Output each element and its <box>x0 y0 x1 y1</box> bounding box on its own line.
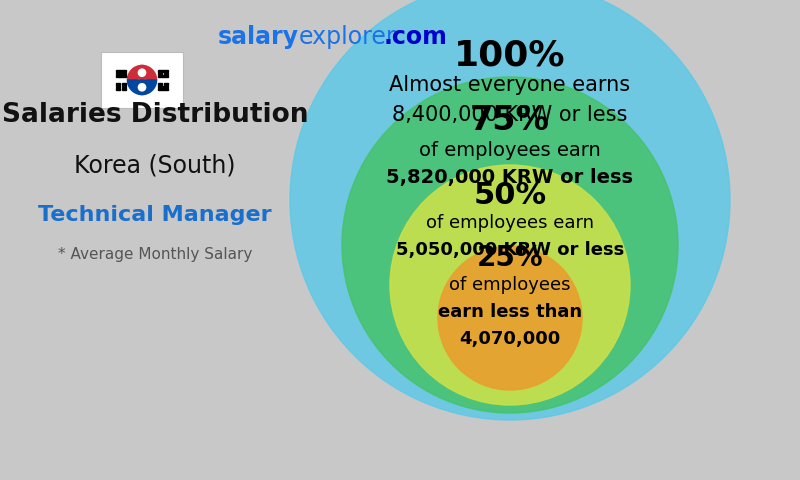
Text: .com: .com <box>384 25 448 49</box>
Text: Salaries Distribution: Salaries Distribution <box>2 102 308 128</box>
Text: salary: salary <box>218 25 299 49</box>
Bar <box>116 85 120 87</box>
Bar <box>164 72 168 74</box>
Circle shape <box>342 77 678 413</box>
Text: Almost everyone earns: Almost everyone earns <box>390 75 630 95</box>
Polygon shape <box>127 65 157 80</box>
Bar <box>122 85 126 87</box>
Text: 4,070,000: 4,070,000 <box>459 330 561 348</box>
Circle shape <box>134 80 150 95</box>
Polygon shape <box>127 80 157 95</box>
Text: 5,050,000 KRW or less: 5,050,000 KRW or less <box>396 241 624 259</box>
Bar <box>116 70 126 72</box>
Bar <box>116 83 120 84</box>
Bar <box>158 70 168 72</box>
Bar <box>164 83 168 84</box>
Text: 5,820,000 KRW or less: 5,820,000 KRW or less <box>386 168 634 188</box>
Bar <box>158 85 168 87</box>
Text: explorer: explorer <box>299 25 397 49</box>
Text: earn less than: earn less than <box>438 303 582 321</box>
Text: 100%: 100% <box>454 38 566 72</box>
Circle shape <box>438 246 582 390</box>
Circle shape <box>138 69 146 76</box>
Circle shape <box>390 165 630 405</box>
Bar <box>158 75 168 77</box>
Circle shape <box>134 65 150 80</box>
Text: Korea (South): Korea (South) <box>74 153 236 177</box>
Text: 50%: 50% <box>474 180 546 209</box>
Bar <box>122 83 126 84</box>
Text: Technical Manager: Technical Manager <box>38 205 272 225</box>
Text: of employees: of employees <box>450 276 570 294</box>
Text: * Average Monthly Salary: * Average Monthly Salary <box>58 248 252 263</box>
FancyBboxPatch shape <box>101 52 183 108</box>
Bar <box>158 88 168 90</box>
Bar <box>158 83 162 84</box>
Bar <box>116 88 120 90</box>
Text: 8,400,000 KRW or less: 8,400,000 KRW or less <box>392 105 628 125</box>
Text: of employees earn: of employees earn <box>426 214 594 232</box>
Text: 75%: 75% <box>470 104 550 136</box>
Bar <box>158 72 162 74</box>
Bar <box>116 75 126 77</box>
Text: 25%: 25% <box>477 244 543 272</box>
Bar <box>122 88 126 90</box>
Circle shape <box>290 0 730 420</box>
Bar <box>116 72 126 74</box>
Text: of employees earn: of employees earn <box>419 141 601 159</box>
Circle shape <box>138 84 146 91</box>
